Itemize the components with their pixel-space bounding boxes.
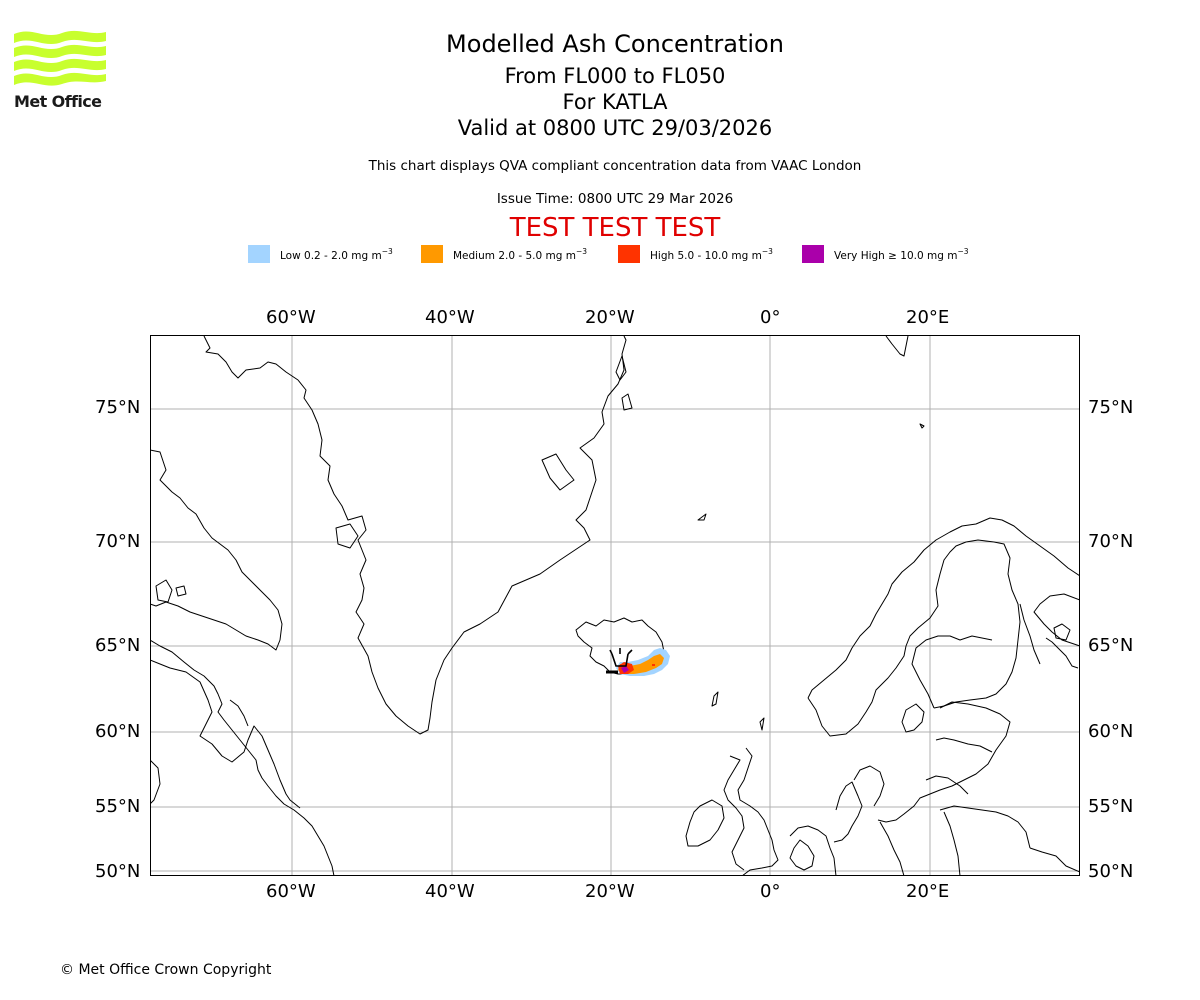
logo-text: Met Office (14, 92, 102, 111)
ash-very-high (621, 666, 629, 673)
chart-description: This chart displays QVA compliant concen… (368, 158, 862, 174)
lat-tick-left-75n: 75°N (95, 397, 141, 418)
lat-tick-left-70n: 70°N (95, 531, 141, 552)
lat-tick-right-70n: 70°N (1088, 531, 1134, 552)
lon-tick-bottom-20e: 20°E (906, 881, 950, 902)
chart-title: Modelled Ash Concentration (446, 30, 784, 58)
met-office-logo: Met Office (14, 30, 106, 112)
test-banner: TEST TEST TEST (509, 213, 721, 243)
lon-tick-top-0: 0° (760, 307, 781, 328)
lat-tick-left-60n: 60°N (95, 721, 141, 742)
map-gridlines (150, 335, 1080, 876)
lat-tick-right-75n: 75°N (1088, 397, 1134, 418)
valid-time: Valid at 0800 UTC 29/03/2026 (457, 116, 773, 140)
legend-swatch-medium (421, 245, 443, 263)
lon-tick-bottom-20w: 20°W (585, 881, 635, 902)
issue-time: Issue Time: 0800 UTC 29 Mar 2026 (496, 191, 734, 207)
greenland-coastline (203, 335, 627, 735)
legend-swatch-high (618, 245, 640, 263)
legend-item-high: High 5.0 - 10.0 mg m−3 (618, 244, 773, 264)
legend-label-very-high: Very High ≥ 10.0 mg m−3 (834, 246, 969, 262)
lat-tick-left-65n: 65°N (95, 635, 141, 656)
legend-label-low: Low 0.2 - 2.0 mg m−3 (280, 246, 393, 262)
legend-item-medium: Medium 2.0 - 5.0 mg m−3 (421, 244, 587, 264)
lat-tick-right-55n: 55°N (1088, 796, 1134, 817)
ash-high-patch (652, 664, 655, 666)
lon-tick-top-60w: 60°W (266, 307, 316, 328)
volcano-marker-icon (606, 648, 633, 674)
lon-tick-bottom-60w: 60°W (266, 881, 316, 902)
scandinavia-coastline (807, 517, 1080, 699)
lon-tick-top-20e: 20°E (906, 307, 950, 328)
legend-label-medium: Medium 2.0 - 5.0 mg m−3 (453, 246, 588, 262)
lat-tick-right-50n: 50°N (1088, 861, 1134, 882)
volcano-name: For KATLA (562, 90, 668, 114)
lat-tick-left-55n: 55°N (95, 796, 141, 817)
lon-tick-bottom-40w: 40°W (425, 881, 475, 902)
lon-tick-top-20w: 20°W (585, 307, 635, 328)
copyright-notice: © Met Office Crown Copyright (60, 962, 272, 978)
ash-plume (616, 648, 670, 676)
map-frame (150, 335, 1080, 876)
lon-tick-top-40w: 40°W (425, 307, 475, 328)
legend-label-high: High 5.0 - 10.0 mg m−3 (650, 246, 773, 262)
britain-coastline (737, 747, 779, 876)
wave-logo-icon (14, 30, 106, 86)
legend-swatch-low (248, 245, 270, 263)
lat-tick-right-60n: 60°N (1088, 721, 1134, 742)
flight-level-range: From FL000 to FL050 (504, 64, 726, 88)
legend-swatch-very-high (802, 245, 824, 263)
baffin-coastline (150, 449, 283, 651)
legend-item-low: Low 0.2 - 2.0 mg m−3 (248, 244, 393, 264)
lat-tick-left-50n: 50°N (95, 861, 141, 882)
labrador-coastline (150, 639, 335, 876)
ireland-coastline (685, 799, 725, 847)
lon-tick-bottom-0: 0° (760, 881, 781, 902)
coastlines (150, 335, 1080, 876)
lat-tick-right-65n: 65°N (1088, 635, 1134, 656)
legend-item-very-high: Very High ≥ 10.0 mg m−3 (802, 244, 969, 264)
